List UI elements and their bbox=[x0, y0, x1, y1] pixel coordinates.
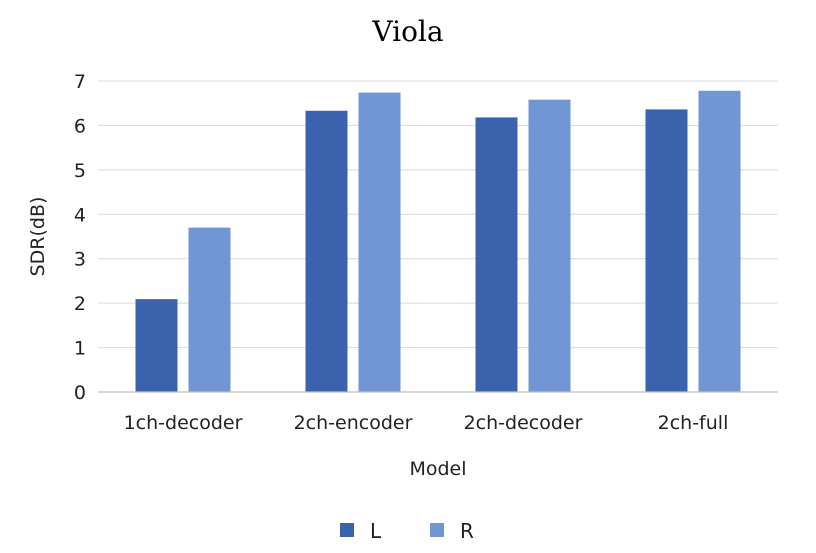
y-axis-ticks: 0 1 2 3 4 5 6 7 bbox=[74, 71, 86, 404]
legend-swatch-R bbox=[430, 523, 444, 537]
bar-L-2ch-decoder bbox=[475, 117, 518, 392]
y-tick-label: 5 bbox=[74, 160, 86, 182]
x-tick-label: 2ch-full bbox=[658, 412, 729, 434]
bar-R-2ch-encoder bbox=[358, 92, 401, 393]
legend-label-L: L bbox=[370, 519, 382, 543]
chart-title: Viola bbox=[371, 15, 443, 48]
bar-L-2ch-encoder bbox=[305, 110, 348, 392]
y-tick-label: 0 bbox=[74, 382, 86, 404]
bar-L-2ch-full bbox=[645, 109, 688, 392]
x-tick-label: 1ch-decoder bbox=[124, 412, 243, 434]
x-tick-label: 2ch-decoder bbox=[464, 412, 583, 434]
bar-R-1ch-decoder bbox=[188, 227, 231, 392]
x-tick-label: 2ch-encoder bbox=[294, 412, 413, 434]
bars bbox=[135, 90, 741, 393]
y-tick-label: 1 bbox=[74, 338, 86, 360]
bar-R-2ch-decoder bbox=[528, 99, 571, 392]
legend-label-R: R bbox=[460, 519, 474, 543]
x-axis-ticks: 1ch-decoder 2ch-encoder 2ch-decoder 2ch-ful… bbox=[124, 412, 729, 434]
y-tick-label: 4 bbox=[74, 204, 86, 226]
x-axis-label: Model bbox=[409, 458, 466, 480]
y-tick-label: 2 bbox=[74, 293, 86, 315]
bar-R-2ch-full bbox=[698, 90, 741, 392]
y-axis-label: SDR(dB) bbox=[27, 197, 49, 277]
legend-swatch-L bbox=[340, 523, 354, 537]
bar-L-1ch-decoder bbox=[135, 299, 178, 392]
y-tick-label: 3 bbox=[74, 249, 86, 271]
y-tick-label: 7 bbox=[74, 71, 86, 93]
y-tick-label: 6 bbox=[74, 115, 86, 137]
